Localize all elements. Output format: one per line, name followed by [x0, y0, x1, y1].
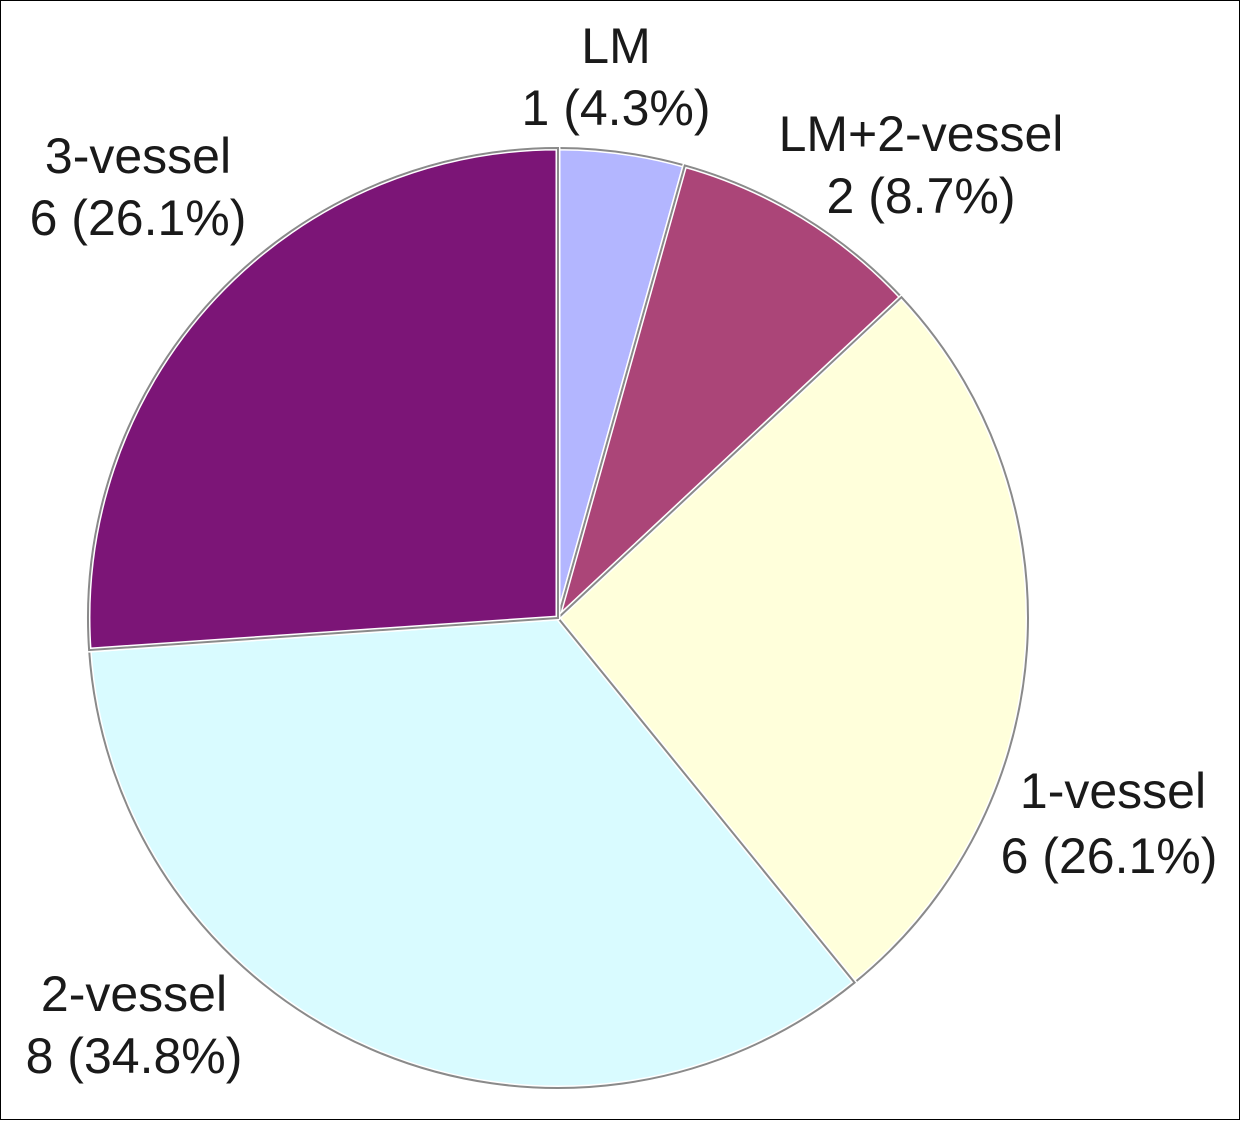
- label-lm2v-value: 2 (8.7%): [827, 168, 1016, 224]
- label-lm-value: 1 (4.3%): [522, 80, 711, 136]
- label-lm-category: LM: [581, 18, 650, 74]
- label-lm2v-category: LM+2-vessel: [779, 106, 1064, 162]
- pie-slice-outline: [556, 164, 903, 622]
- pie-slices: [85, 145, 1031, 1091]
- pie-slice-outline: [556, 295, 1029, 984]
- label-2v-value: 8 (34.8%): [26, 1028, 243, 1084]
- pie-slice-outline: [88, 616, 857, 1089]
- label-1v-category: 1-vessel: [1020, 763, 1206, 819]
- pie-slice-outline: [87, 146, 559, 652]
- label-2v-category: 2-vessel: [41, 966, 227, 1022]
- label-3v-category: 3-vessel: [45, 128, 231, 184]
- label-3v-value: 6 (26.1%): [30, 190, 247, 246]
- label-1v-value: 6 (26.1%): [1001, 828, 1218, 884]
